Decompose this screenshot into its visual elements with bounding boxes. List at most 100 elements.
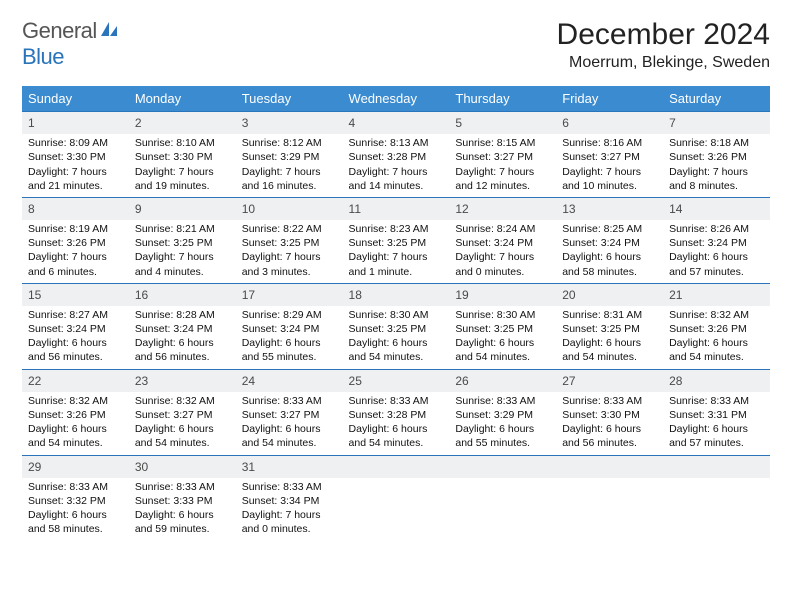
daylight-text: Daylight: 7 hours and 6 minutes. xyxy=(28,250,123,278)
day-details: Sunrise: 8:12 AMSunset: 3:29 PMDaylight:… xyxy=(236,134,343,197)
sunrise-text: Sunrise: 8:32 AM xyxy=(135,394,230,408)
sunset-text: Sunset: 3:24 PM xyxy=(455,236,550,250)
weekday-header: Monday xyxy=(129,86,236,112)
sunset-text: Sunset: 3:25 PM xyxy=(242,236,337,250)
calendar-cell xyxy=(663,455,770,540)
title-block: December 2024 Moerrum, Blekinge, Sweden xyxy=(557,18,770,72)
day-number: 1 xyxy=(22,112,129,134)
sunset-text: Sunset: 3:24 PM xyxy=(562,236,657,250)
calendar-cell: 30Sunrise: 8:33 AMSunset: 3:33 PMDayligh… xyxy=(129,455,236,540)
sunrise-text: Sunrise: 8:10 AM xyxy=(135,136,230,150)
sunrise-text: Sunrise: 8:27 AM xyxy=(28,308,123,322)
sunrise-text: Sunrise: 8:28 AM xyxy=(135,308,230,322)
sunset-text: Sunset: 3:27 PM xyxy=(455,150,550,164)
calendar-cell: 15Sunrise: 8:27 AMSunset: 3:24 PMDayligh… xyxy=(22,283,129,369)
day-number: 24 xyxy=(236,370,343,392)
daylight-text: Daylight: 6 hours and 57 minutes. xyxy=(669,422,764,450)
calendar-cell: 23Sunrise: 8:32 AMSunset: 3:27 PMDayligh… xyxy=(129,369,236,455)
sunset-text: Sunset: 3:24 PM xyxy=(28,322,123,336)
daylight-text: Daylight: 7 hours and 1 minute. xyxy=(349,250,444,278)
sunrise-text: Sunrise: 8:19 AM xyxy=(28,222,123,236)
calendar-cell: 4Sunrise: 8:13 AMSunset: 3:28 PMDaylight… xyxy=(343,112,450,198)
calendar-cell: 25Sunrise: 8:33 AMSunset: 3:28 PMDayligh… xyxy=(343,369,450,455)
day-number: 25 xyxy=(343,370,450,392)
day-number: 16 xyxy=(129,284,236,306)
day-number: 11 xyxy=(343,198,450,220)
calendar-row: 29Sunrise: 8:33 AMSunset: 3:32 PMDayligh… xyxy=(22,455,770,540)
sunrise-text: Sunrise: 8:33 AM xyxy=(669,394,764,408)
day-number: 26 xyxy=(449,370,556,392)
sunrise-text: Sunrise: 8:33 AM xyxy=(455,394,550,408)
weekday-header: Wednesday xyxy=(343,86,450,112)
calendar-cell: 7Sunrise: 8:18 AMSunset: 3:26 PMDaylight… xyxy=(663,112,770,198)
sunrise-text: Sunrise: 8:15 AM xyxy=(455,136,550,150)
sunset-text: Sunset: 3:30 PM xyxy=(562,408,657,422)
day-details: Sunrise: 8:33 AMSunset: 3:33 PMDaylight:… xyxy=(129,478,236,541)
calendar-cell: 26Sunrise: 8:33 AMSunset: 3:29 PMDayligh… xyxy=(449,369,556,455)
sunrise-text: Sunrise: 8:22 AM xyxy=(242,222,337,236)
day-number: 6 xyxy=(556,112,663,134)
calendar-cell: 27Sunrise: 8:33 AMSunset: 3:30 PMDayligh… xyxy=(556,369,663,455)
calendar-cell: 20Sunrise: 8:31 AMSunset: 3:25 PMDayligh… xyxy=(556,283,663,369)
sunrise-text: Sunrise: 8:30 AM xyxy=(455,308,550,322)
sunrise-text: Sunrise: 8:13 AM xyxy=(349,136,444,150)
sunrise-text: Sunrise: 8:26 AM xyxy=(669,222,764,236)
calendar-cell: 22Sunrise: 8:32 AMSunset: 3:26 PMDayligh… xyxy=(22,369,129,455)
daylight-text: Daylight: 7 hours and 0 minutes. xyxy=(242,508,337,536)
day-number: 28 xyxy=(663,370,770,392)
day-details: Sunrise: 8:33 AMSunset: 3:30 PMDaylight:… xyxy=(556,392,663,455)
sunset-text: Sunset: 3:34 PM xyxy=(242,494,337,508)
daylight-text: Daylight: 6 hours and 56 minutes. xyxy=(28,336,123,364)
sunset-text: Sunset: 3:27 PM xyxy=(242,408,337,422)
sunset-text: Sunset: 3:27 PM xyxy=(135,408,230,422)
sunset-text: Sunset: 3:33 PM xyxy=(135,494,230,508)
sunset-text: Sunset: 3:25 PM xyxy=(562,322,657,336)
day-details: Sunrise: 8:32 AMSunset: 3:27 PMDaylight:… xyxy=(129,392,236,455)
calendar-cell: 12Sunrise: 8:24 AMSunset: 3:24 PMDayligh… xyxy=(449,197,556,283)
day-number xyxy=(556,456,663,478)
calendar-cell: 11Sunrise: 8:23 AMSunset: 3:25 PMDayligh… xyxy=(343,197,450,283)
day-number: 27 xyxy=(556,370,663,392)
location-text: Moerrum, Blekinge, Sweden xyxy=(557,54,770,72)
calendar-cell xyxy=(556,455,663,540)
day-number: 13 xyxy=(556,198,663,220)
day-number: 19 xyxy=(449,284,556,306)
day-details: Sunrise: 8:33 AMSunset: 3:31 PMDaylight:… xyxy=(663,392,770,455)
calendar-table: Sunday Monday Tuesday Wednesday Thursday… xyxy=(22,86,770,540)
sunrise-text: Sunrise: 8:29 AM xyxy=(242,308,337,322)
sunset-text: Sunset: 3:24 PM xyxy=(242,322,337,336)
day-number xyxy=(343,456,450,478)
calendar-cell xyxy=(449,455,556,540)
calendar-cell: 1Sunrise: 8:09 AMSunset: 3:30 PMDaylight… xyxy=(22,112,129,198)
calendar-row: 1Sunrise: 8:09 AMSunset: 3:30 PMDaylight… xyxy=(22,112,770,198)
day-details: Sunrise: 8:23 AMSunset: 3:25 PMDaylight:… xyxy=(343,220,450,283)
day-details: Sunrise: 8:33 AMSunset: 3:34 PMDaylight:… xyxy=(236,478,343,541)
sunrise-text: Sunrise: 8:30 AM xyxy=(349,308,444,322)
sunset-text: Sunset: 3:29 PM xyxy=(242,150,337,164)
day-details: Sunrise: 8:24 AMSunset: 3:24 PMDaylight:… xyxy=(449,220,556,283)
day-number: 20 xyxy=(556,284,663,306)
daylight-text: Daylight: 7 hours and 8 minutes. xyxy=(669,165,764,193)
sunrise-text: Sunrise: 8:33 AM xyxy=(349,394,444,408)
sunset-text: Sunset: 3:29 PM xyxy=(455,408,550,422)
day-details: Sunrise: 8:13 AMSunset: 3:28 PMDaylight:… xyxy=(343,134,450,197)
day-number: 29 xyxy=(22,456,129,478)
day-details: Sunrise: 8:32 AMSunset: 3:26 PMDaylight:… xyxy=(663,306,770,369)
daylight-text: Daylight: 7 hours and 0 minutes. xyxy=(455,250,550,278)
daylight-text: Daylight: 6 hours and 54 minutes. xyxy=(562,336,657,364)
sunrise-text: Sunrise: 8:18 AM xyxy=(669,136,764,150)
daylight-text: Daylight: 6 hours and 57 minutes. xyxy=(669,250,764,278)
daylight-text: Daylight: 6 hours and 54 minutes. xyxy=(455,336,550,364)
sunrise-text: Sunrise: 8:32 AM xyxy=(28,394,123,408)
sunset-text: Sunset: 3:26 PM xyxy=(669,150,764,164)
calendar-cell: 31Sunrise: 8:33 AMSunset: 3:34 PMDayligh… xyxy=(236,455,343,540)
sunrise-text: Sunrise: 8:33 AM xyxy=(242,480,337,494)
day-number: 8 xyxy=(22,198,129,220)
weekday-header: Tuesday xyxy=(236,86,343,112)
sunset-text: Sunset: 3:30 PM xyxy=(135,150,230,164)
daylight-text: Daylight: 7 hours and 16 minutes. xyxy=(242,165,337,193)
day-details: Sunrise: 8:21 AMSunset: 3:25 PMDaylight:… xyxy=(129,220,236,283)
sunset-text: Sunset: 3:26 PM xyxy=(28,408,123,422)
calendar-cell: 16Sunrise: 8:28 AMSunset: 3:24 PMDayligh… xyxy=(129,283,236,369)
weekday-header: Thursday xyxy=(449,86,556,112)
